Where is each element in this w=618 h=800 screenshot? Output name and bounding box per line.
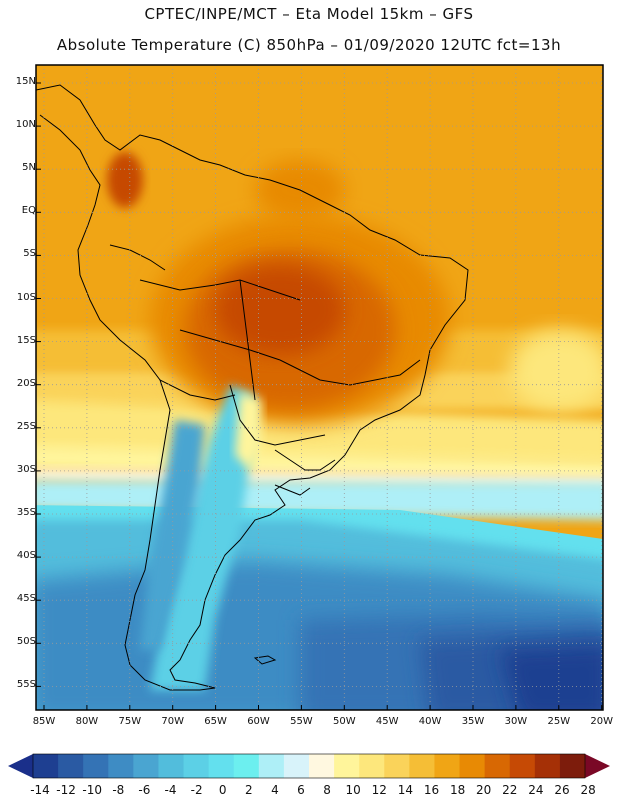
colorbar-cell [459, 754, 486, 778]
colorbar-label: 16 [423, 783, 440, 797]
colorbar-label: 14 [397, 783, 414, 797]
colorbar-label: 6 [297, 783, 305, 797]
lon-label: 45W [375, 716, 399, 727]
lon-label: 50W [332, 716, 356, 727]
temperature-field [36, 65, 603, 710]
colorbar-under-arrow [8, 754, 33, 778]
colorbar-cell [108, 754, 134, 778]
colorbar-cell [233, 754, 260, 778]
colorbar-label: 26 [554, 783, 570, 797]
coastline-outline [36, 84, 469, 691]
colorbar-cell [484, 754, 511, 778]
colorbar-cell [334, 754, 360, 778]
lat-label: 15N [15, 76, 36, 87]
colorbar-cell [183, 754, 210, 778]
lon-label: 30W [504, 716, 528, 727]
lon-label: 55W [290, 716, 313, 727]
colorbar-label: 12 [371, 783, 387, 797]
colorbar-cell [384, 754, 410, 778]
colorbar-cell [258, 754, 285, 778]
colorbar-label: 24 [528, 783, 544, 797]
lat-label: 55S [16, 679, 36, 691]
colorbar-cell [208, 754, 235, 778]
colorbar-label: -8 [112, 783, 125, 797]
lat-label: 35S [16, 507, 36, 518]
map-title-line-1: CPTEC/INPE/MCT – Eta Model 15km – GFS [144, 5, 474, 23]
colorbar-label: 8 [323, 783, 331, 797]
lon-label: 65W [204, 716, 227, 727]
colorbar-label: 18 [449, 783, 466, 797]
lon-label: 20W [590, 716, 613, 727]
colorbar-cell [409, 754, 435, 778]
colorbar-label: 4 [271, 783, 279, 797]
colorbar-label: -14 [30, 783, 50, 797]
colorbar-label: -2 [190, 783, 203, 797]
lon-label: 25W [547, 716, 571, 727]
lon-label: 35W [461, 716, 485, 727]
colorbar-cell [58, 754, 84, 778]
colorbar-label: 22 [502, 783, 518, 797]
lat-lon-grid [36, 65, 603, 710]
lat-label: 50S [16, 636, 36, 648]
colorbar-cell [158, 754, 185, 778]
colorbar-label: -4 [164, 783, 177, 797]
colorbar-over-arrow [585, 754, 610, 778]
colorbar-cell [309, 754, 335, 778]
colorbar-label: -10 [82, 783, 102, 797]
colorbar-cell [133, 754, 159, 778]
colorbar-label: -6 [138, 783, 151, 797]
lat-label: 20S [16, 377, 36, 389]
colorbar-cell [33, 754, 59, 778]
colorbar-label: 0 [218, 783, 227, 797]
lat-label: 5N [22, 162, 36, 174]
lon-label: 70W [161, 716, 184, 727]
colorbar-cell [509, 754, 536, 778]
lat-label: EQ [21, 205, 36, 217]
colorbar-cell [559, 754, 586, 778]
lat-label: 45S [16, 593, 36, 605]
lon-label: 60W [247, 716, 270, 727]
lon-label: 80W [75, 716, 99, 727]
colorbar-label: -12 [56, 783, 76, 797]
colorbar-label: 20 [476, 783, 492, 797]
colorbar-label: 10 [345, 783, 361, 797]
colorbar-cell [83, 754, 109, 778]
colorbar-cell [434, 754, 461, 778]
lat-label: 25S [16, 420, 36, 432]
lon-label: 75W [118, 716, 142, 727]
lat-label: 5S [23, 248, 36, 260]
colorbar [8, 753, 610, 779]
lat-label: 10S [16, 291, 36, 303]
colorbar-label: 28 [580, 783, 596, 797]
lat-label: 40S [16, 550, 36, 562]
lat-label: 30S [16, 463, 36, 475]
colorbar-cell [359, 754, 385, 778]
colorbar-cell [283, 754, 310, 778]
lat-label: 15S [16, 334, 36, 346]
lon-label: 85W [32, 716, 56, 727]
lat-label: 10N [15, 119, 36, 131]
colorbar-cell [534, 754, 561, 778]
colorbar-label: 2 [244, 783, 253, 797]
map-frame [35, 64, 604, 711]
map-title-line-2: Absolute Temperature (C) 850hPa – 01/09/… [56, 36, 562, 54]
lon-label: 40W [418, 716, 442, 727]
